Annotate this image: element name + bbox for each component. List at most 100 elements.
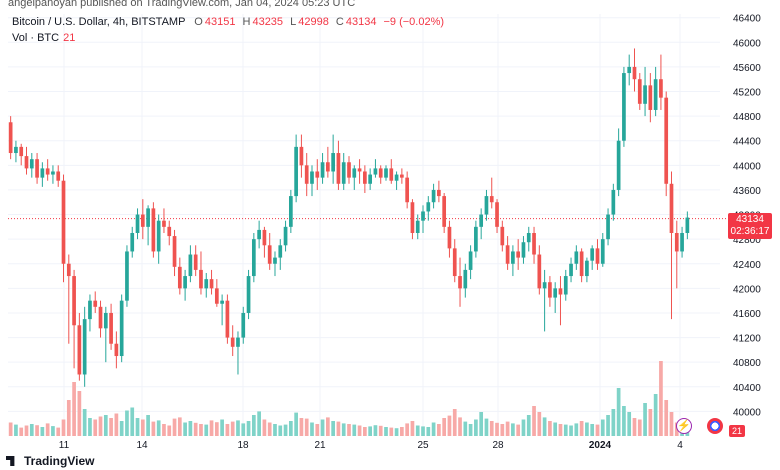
volume-bar	[98, 416, 103, 436]
volume-bar	[426, 427, 431, 436]
volume-bar	[347, 424, 351, 436]
volume-bar	[389, 427, 394, 436]
candle-body	[489, 196, 494, 203]
candle-body	[214, 288, 219, 304]
lightning-icon[interactable]: ⚡	[676, 418, 692, 434]
price-candles	[8, 48, 690, 387]
volume-bar	[521, 419, 526, 436]
candle-body	[627, 66, 632, 74]
candle-body	[77, 325, 82, 375]
candle-body	[400, 174, 404, 178]
candle-body	[19, 146, 24, 157]
candle-body	[56, 171, 61, 181]
candle-body	[437, 189, 441, 197]
volume-bar	[452, 409, 457, 436]
volume-bar	[35, 425, 39, 436]
volume-bar	[262, 419, 267, 436]
volume-bar	[209, 420, 214, 436]
candle-body	[516, 251, 521, 258]
volume-bar	[29, 424, 34, 436]
chart-canvas[interactable]: 46400 46000 45600 45200 44800 44400 44000 43600…	[0, 8, 780, 452]
volume-bar	[177, 417, 182, 436]
volume-bar	[653, 394, 658, 436]
volume-bar	[463, 421, 468, 436]
volume-bar	[299, 418, 304, 436]
volume-bar	[14, 424, 18, 436]
candle-body	[66, 263, 71, 277]
price-tick-label: 41200	[733, 334, 761, 345]
candle-body	[278, 245, 283, 258]
candle-body	[616, 140, 621, 190]
volume-bar	[199, 424, 203, 436]
price-tick-label: 41600	[733, 309, 761, 320]
last-price-value: 43134	[736, 214, 764, 225]
price-tick-label: 40400	[733, 383, 761, 394]
candle-body	[579, 251, 584, 277]
volume-bar	[283, 424, 288, 436]
candle-body	[341, 162, 346, 184]
candle-body	[659, 79, 663, 98]
candle-body	[257, 229, 261, 240]
volume-bar	[400, 427, 404, 436]
volume-bar	[378, 425, 383, 436]
volume-bar	[627, 412, 632, 436]
volume-bar	[114, 413, 119, 436]
bar-countdown: 02:36:17	[730, 226, 770, 237]
candle-body	[135, 214, 140, 233]
price-axis[interactable]: 46400 46000 45600 45200 44800 44400 44000 43600…	[733, 14, 761, 419]
price-tick-label: 42400	[733, 260, 761, 271]
volume-bar	[611, 409, 616, 436]
price-tick-label: 46400	[733, 14, 761, 25]
volume-bar	[246, 421, 251, 436]
volume-bar	[526, 415, 531, 436]
volume-bar	[632, 418, 637, 436]
volume-bar	[606, 415, 610, 436]
volume-bar	[278, 425, 283, 436]
candle-body	[331, 153, 335, 172]
volume-bar	[183, 422, 187, 436]
volume-bar	[257, 411, 261, 436]
candle-body	[558, 288, 563, 295]
candle-body	[622, 73, 626, 141]
volume-bar	[563, 424, 568, 436]
candle-body	[283, 226, 288, 246]
time-axis[interactable]: 11 14 18 21 25 28 2024 4	[59, 440, 683, 451]
candle-body	[88, 300, 92, 320]
volume-bar	[225, 424, 230, 436]
tradingview-logo[interactable]: TradingView	[6, 454, 94, 468]
volume-bar	[119, 421, 124, 436]
candle-body	[40, 168, 45, 178]
volume-bar	[251, 415, 256, 436]
volume-bar	[151, 421, 156, 436]
volume-value: 21	[63, 32, 76, 44]
candle-body	[458, 276, 462, 289]
volume-bar	[267, 422, 272, 436]
candle-body	[162, 220, 166, 227]
candle-body	[600, 239, 605, 264]
legend-ohlc-row: Bitcoin / U.S. Dollar, 4h, BITSTAMP O 431…	[12, 14, 444, 30]
candle-body	[378, 168, 383, 178]
us-flag-icon[interactable]	[707, 418, 723, 434]
price-tick-label: 42000	[733, 284, 761, 295]
volume-bar	[357, 425, 362, 436]
candlestick-chart[interactable]: 46400 46000 45600 45200 44800 44400 44000 43600…	[0, 8, 780, 452]
time-tick-label: 28	[492, 440, 504, 451]
tradingview-logo-text: TradingView	[24, 454, 95, 468]
volume-bar	[410, 421, 415, 436]
candle-body	[669, 183, 674, 233]
volume-label[interactable]: Vol · BTC	[12, 32, 60, 44]
volume-bar	[384, 427, 388, 436]
candle-body	[563, 276, 568, 295]
tradingview-logo-icon	[6, 456, 15, 466]
candle-body	[172, 236, 177, 267]
volume-bar	[93, 419, 98, 436]
symbol-title[interactable]: Bitcoin / U.S. Dollar, 4h, BITSTAMP	[12, 16, 186, 28]
candle-body	[294, 146, 298, 197]
price-tick-label: 44000	[733, 161, 761, 172]
candle-body	[151, 208, 156, 252]
volume-bar	[273, 424, 277, 436]
last-price-tag: 43134 02:36:17	[728, 213, 772, 239]
volume-bar	[140, 419, 145, 436]
volume-bar	[310, 422, 314, 436]
time-tick-label: 4	[677, 440, 683, 451]
